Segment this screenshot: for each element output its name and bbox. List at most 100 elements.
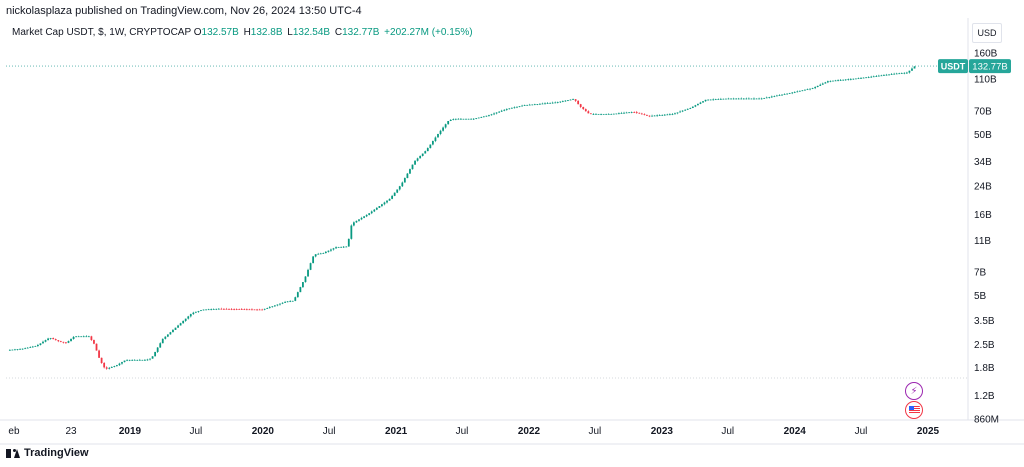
candle [373,209,376,212]
candle [834,80,837,82]
candle [215,308,218,310]
time-tick-label: Jul [721,426,734,437]
candle [577,100,580,105]
candle [238,309,241,310]
candle [233,309,236,310]
candle [240,309,243,310]
candle [319,253,322,255]
candle [21,348,24,350]
candle [623,112,625,114]
candle [44,340,47,342]
time-tick-label: Jul [588,426,601,437]
price-tick-label: 860M [974,415,999,426]
candle [350,225,353,239]
candle [80,336,83,338]
candle [164,336,167,339]
price-tag-value: 132.77B [972,62,1007,73]
candle [365,214,368,217]
time-tick-label: 2025 [917,426,940,437]
candle [510,107,513,109]
candle [317,253,320,255]
price-tick-label: 50B [974,130,992,141]
candle [559,101,562,103]
candle [533,104,536,106]
candle [880,75,883,77]
candle [276,304,279,306]
candle [781,94,783,96]
candle [488,115,490,116]
candle [363,216,365,218]
candle [42,341,44,344]
price-tick-label: 11B [974,236,991,247]
candle [707,99,710,101]
candle [844,79,847,81]
candle [65,342,67,344]
candle [885,74,888,76]
time-tick-label: 23 [65,426,77,437]
candle [146,359,149,361]
candle [753,98,755,100]
candle [251,309,253,311]
currency-selector[interactable]: USD [972,23,1002,43]
candle [816,85,819,88]
candle [482,116,485,118]
time-tick-label: Jul [189,426,202,437]
candle [414,160,416,165]
candle [714,99,717,101]
high-value: 132.8B [250,27,283,38]
price-axis[interactable]: 160B 110B 70B 50B 34B 24B 16B 11B 7B 5B 3.5B 2.5B 1.… [974,49,999,426]
candle [541,103,544,105]
time-axis[interactable]: eb 23 2019 Jul 2020 Jul 2021 Jul 2022 Jul 2023 Jul 2… [8,426,939,437]
candle [778,95,781,96]
candle [640,113,643,115]
candle [801,90,804,92]
candle [273,305,276,307]
candle [472,118,475,120]
published-info: nickolasplaza published on TradingView.c… [6,5,362,17]
candle [783,94,786,95]
us-flag-icon[interactable] [905,401,923,419]
lightning-icon[interactable]: ⚡ [905,382,923,400]
candle [258,309,261,311]
candle [93,340,95,344]
candle [207,309,210,311]
candle [689,107,692,109]
candle [141,359,144,361]
candle [513,107,516,109]
price-tag: USDT 132.77B [6,59,1011,74]
candle [314,254,317,257]
price-tick-label: 34B [974,157,992,168]
candle [694,105,697,107]
candle [460,118,462,120]
candle [447,120,450,125]
candle [556,102,559,103]
candle [396,189,399,193]
footer-brand[interactable]: TradingView [6,447,89,459]
candle [169,332,172,335]
candle [322,253,325,254]
candle [223,308,225,310]
candle [727,98,730,100]
candle [684,109,687,111]
candle [121,362,123,364]
candle [911,68,913,71]
candle [52,338,55,340]
candle [903,72,906,74]
candle [200,310,202,312]
candle [676,112,679,114]
candle [442,127,444,131]
candle [217,308,220,310]
candle [426,148,429,152]
candle [26,347,29,349]
candle [31,346,34,348]
candle [493,113,495,115]
candle [750,98,753,100]
candle [95,343,98,351]
candle [505,108,508,110]
candle [149,358,151,360]
candle [893,73,896,75]
candle [806,89,809,91]
candle [584,109,587,112]
candle [610,113,613,115]
